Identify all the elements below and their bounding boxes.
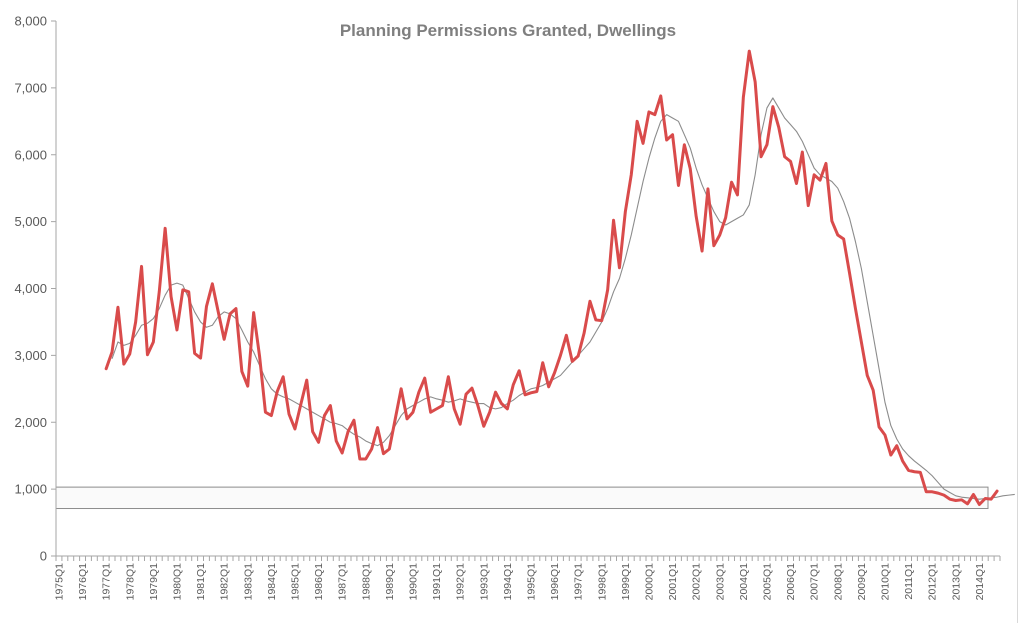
y-tick-label: 7,000	[14, 80, 47, 95]
chart-title: Planning Permissions Granted, Dwellings	[340, 21, 676, 40]
x-tick-label: 1986Q1	[313, 563, 325, 601]
x-tick-label: 2006Q1	[785, 563, 797, 601]
x-tick-label: 1983Q1	[242, 563, 254, 601]
y-tick-label: 0	[40, 549, 47, 564]
x-tick-label: 1979Q1	[148, 563, 160, 601]
x-tick-label: 1978Q1	[124, 563, 136, 601]
x-tick-label: 1987Q1	[337, 563, 349, 601]
x-tick-label: 2004Q1	[738, 563, 750, 601]
x-tick-label: 2010Q1	[879, 563, 891, 601]
x-tick-label: 2003Q1	[714, 563, 726, 601]
y-tick-label: 1,000	[14, 482, 47, 497]
y-tick-label: 8,000	[14, 14, 47, 29]
x-tick-label: 1992Q1	[455, 563, 467, 601]
y-tick-label: 5,000	[14, 214, 47, 229]
x-tick-label: 1994Q1	[502, 563, 514, 601]
x-tick-label: 1997Q1	[573, 563, 585, 601]
x-tick-label: 2014Q1	[974, 563, 986, 601]
x-tick-label: 1980Q1	[171, 563, 183, 601]
x-tick-label: 1988Q1	[360, 563, 372, 601]
x-tick-label: 2001Q1	[667, 563, 679, 601]
x-tick-label: 1989Q1	[384, 563, 396, 601]
x-tick-label: 2000Q1	[643, 563, 655, 601]
x-tick-label: 2002Q1	[691, 563, 703, 601]
x-tick-label: 1984Q1	[266, 563, 278, 601]
x-tick-label: 1995Q1	[525, 563, 537, 601]
series-line-quarterly	[104, 49, 999, 507]
x-tick-label: 1990Q1	[407, 563, 419, 601]
x-tick-label: 2005Q1	[761, 563, 773, 601]
x-tick-label: 1996Q1	[549, 563, 561, 601]
x-tick-label: 1976Q1	[77, 563, 89, 601]
x-tick-label: 2007Q1	[809, 563, 821, 601]
y-tick-label: 4,000	[14, 281, 47, 296]
x-tick-label: 1977Q1	[101, 563, 113, 601]
x-tick-label: 1975Q1	[53, 563, 65, 601]
series-line-moving-average	[111, 97, 1015, 500]
y-tick-label: 6,000	[14, 147, 47, 162]
x-tick-label: 1982Q1	[219, 563, 231, 601]
x-tick-label: 2013Q1	[950, 563, 962, 601]
x-tick-label: 1985Q1	[289, 563, 301, 601]
x-tick-label: 2009Q1	[856, 563, 868, 601]
x-tick-label: 1993Q1	[478, 563, 490, 601]
x-tick-label: 1998Q1	[596, 563, 608, 601]
highlight-range-box	[55, 486, 989, 510]
x-tick-label: 2012Q1	[927, 563, 939, 601]
y-tick-label: 3,000	[14, 348, 47, 363]
x-tick-label: 2008Q1	[832, 563, 844, 601]
x-tick-label: 1991Q1	[431, 563, 443, 601]
y-tick-label: 2,000	[14, 415, 47, 430]
x-tick-label: 2011Q1	[903, 563, 915, 600]
x-tick-label: 1981Q1	[195, 563, 207, 601]
x-tick-label: 1999Q1	[620, 563, 632, 601]
